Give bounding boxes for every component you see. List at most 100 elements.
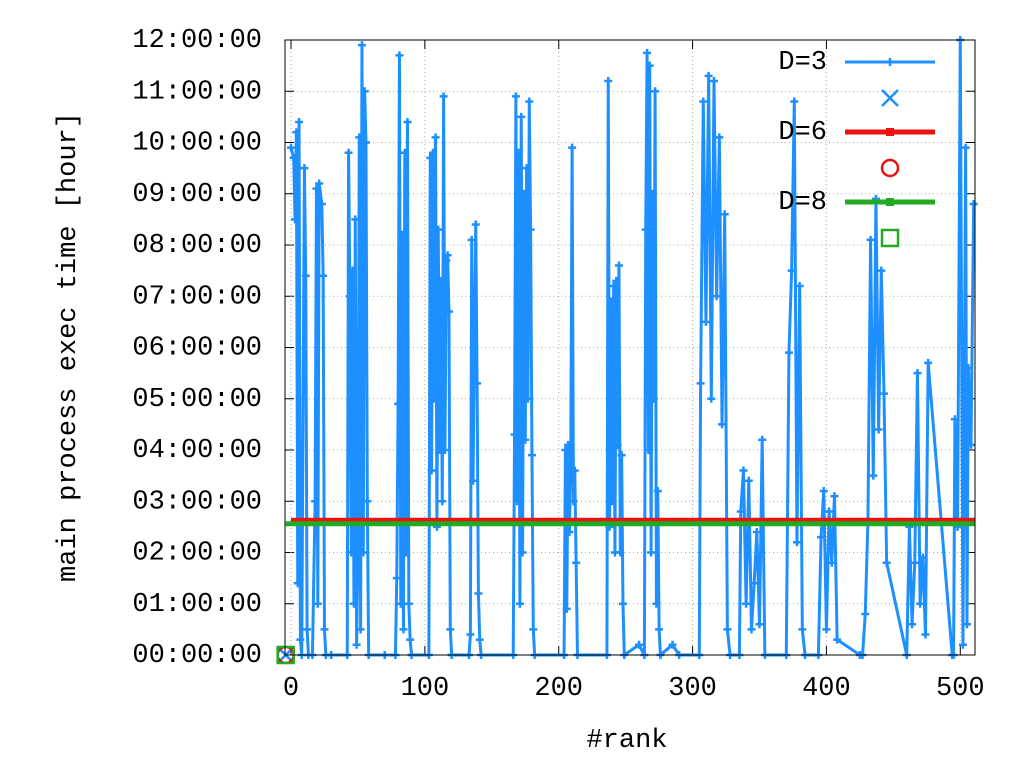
point-marker <box>822 625 831 634</box>
y-tick-label: 06:00:00 <box>132 334 262 364</box>
point-marker <box>470 343 479 352</box>
y-tick-label: 12:00:00 <box>132 26 262 56</box>
point-marker <box>606 297 615 306</box>
point-marker <box>790 97 799 106</box>
point-marker <box>442 256 451 265</box>
point-marker <box>644 446 653 454</box>
point-marker <box>513 497 522 506</box>
point-marker <box>515 599 524 608</box>
point-marker <box>392 574 401 583</box>
x-tick-label: 400 <box>802 674 851 704</box>
y-tick-label: 01:00:00 <box>132 590 262 620</box>
point-marker <box>344 148 353 157</box>
x-axis-label: #rank <box>586 726 667 756</box>
point-marker <box>651 87 660 96</box>
point-marker <box>958 640 967 649</box>
y-tick-label: 07:00:00 <box>132 282 262 312</box>
point-marker <box>475 635 484 644</box>
y-tick-label: 11:00:00 <box>132 77 262 107</box>
x-tick-label: 200 <box>534 674 583 704</box>
point-marker <box>352 640 361 649</box>
point-marker <box>652 599 661 608</box>
legend-label: D=8 <box>778 188 827 218</box>
point-marker <box>511 92 520 101</box>
point-marker <box>431 133 440 142</box>
plot-frame <box>284 39 976 656</box>
point-marker <box>750 579 759 588</box>
point-marker <box>426 153 435 162</box>
point-marker <box>736 507 745 516</box>
point-marker <box>792 538 801 547</box>
point-marker <box>436 276 445 285</box>
point-marker <box>345 292 354 301</box>
point-marker <box>827 558 836 567</box>
point-marker <box>617 451 626 460</box>
point-marker <box>618 599 627 608</box>
y-tick-label: 04:00:00 <box>132 436 262 466</box>
point-marker <box>526 225 535 234</box>
point-marker <box>466 630 475 639</box>
point-marker <box>427 466 436 475</box>
point-marker <box>313 599 322 608</box>
point-marker <box>744 476 753 485</box>
point-marker <box>964 364 973 372</box>
point-marker <box>519 189 528 198</box>
point-marker <box>752 528 761 536</box>
x-tick-label: 300 <box>668 674 717 704</box>
y-tick-label: 09:00:00 <box>132 180 262 210</box>
legend-marker <box>886 198 894 206</box>
point-marker <box>289 153 298 162</box>
legend-marker <box>886 128 894 136</box>
point-marker <box>398 230 407 239</box>
legend-marker <box>886 58 894 66</box>
point-marker <box>363 497 372 506</box>
point-marker <box>739 466 748 475</box>
point-marker <box>303 625 312 634</box>
point-marker <box>704 71 713 80</box>
point-marker <box>510 430 519 439</box>
point-marker <box>355 133 364 142</box>
point-marker <box>514 148 523 157</box>
point-marker <box>434 225 443 234</box>
point-marker <box>439 92 448 101</box>
point-marker <box>361 138 370 147</box>
point-marker <box>565 528 574 536</box>
legend-marker <box>880 158 900 178</box>
y-tick-label: 05:00:00 <box>132 385 262 415</box>
point-marker <box>908 620 917 629</box>
point-marker <box>614 261 623 270</box>
point-marker <box>523 394 532 403</box>
point-marker <box>830 492 839 501</box>
point-marker <box>913 369 922 378</box>
point-marker <box>613 440 622 449</box>
point-marker <box>562 604 571 613</box>
point-marker <box>400 148 409 157</box>
point-marker <box>833 635 842 644</box>
point-marker <box>399 625 408 634</box>
point-marker <box>566 456 575 465</box>
point-marker <box>609 282 618 290</box>
point-marker <box>301 271 310 280</box>
point-marker <box>293 579 302 588</box>
point-marker <box>882 558 891 567</box>
point-marker <box>529 625 538 634</box>
legend-label: D=6 <box>778 118 827 148</box>
point-marker <box>819 487 828 495</box>
y-axis-label: main process exec time [hour] <box>54 112 84 582</box>
point-marker <box>604 77 613 85</box>
point-marker <box>517 112 526 121</box>
point-marker <box>291 215 300 224</box>
point-marker <box>616 548 625 557</box>
point-marker <box>320 625 329 634</box>
y-tick-label: 02:00:00 <box>132 539 262 569</box>
point-marker <box>467 235 476 244</box>
point-marker <box>474 589 483 598</box>
point-marker <box>718 420 727 429</box>
point-marker <box>866 235 875 244</box>
point-marker <box>645 61 654 70</box>
point-marker <box>709 77 718 85</box>
point-marker <box>570 466 579 475</box>
point-marker <box>758 435 767 444</box>
point-marker <box>564 440 573 449</box>
